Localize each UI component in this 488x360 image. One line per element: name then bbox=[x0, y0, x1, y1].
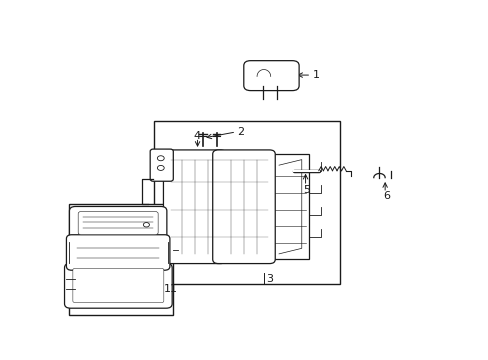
Text: 7: 7 bbox=[175, 157, 182, 167]
Text: 11: 11 bbox=[163, 284, 178, 294]
FancyBboxPatch shape bbox=[212, 150, 275, 264]
FancyBboxPatch shape bbox=[78, 211, 158, 235]
FancyBboxPatch shape bbox=[69, 207, 166, 240]
Circle shape bbox=[157, 156, 164, 161]
Text: 6: 6 bbox=[383, 191, 389, 201]
FancyBboxPatch shape bbox=[244, 61, 299, 91]
FancyBboxPatch shape bbox=[64, 263, 172, 308]
Text: 4: 4 bbox=[193, 131, 200, 141]
Text: 9: 9 bbox=[163, 225, 171, 234]
FancyBboxPatch shape bbox=[66, 235, 169, 270]
Circle shape bbox=[143, 222, 149, 227]
Text: 5: 5 bbox=[303, 185, 310, 194]
FancyBboxPatch shape bbox=[163, 150, 225, 264]
Text: 8: 8 bbox=[178, 245, 185, 255]
Bar bbox=[68, 204, 173, 315]
Text: 3: 3 bbox=[265, 274, 272, 284]
Text: 1: 1 bbox=[312, 70, 319, 80]
Text: 10: 10 bbox=[163, 256, 178, 266]
FancyBboxPatch shape bbox=[73, 268, 163, 303]
FancyBboxPatch shape bbox=[150, 149, 173, 181]
Bar bbox=[271, 154, 309, 260]
Bar bbox=[154, 121, 339, 284]
Circle shape bbox=[157, 166, 164, 170]
Text: 2: 2 bbox=[237, 127, 244, 137]
